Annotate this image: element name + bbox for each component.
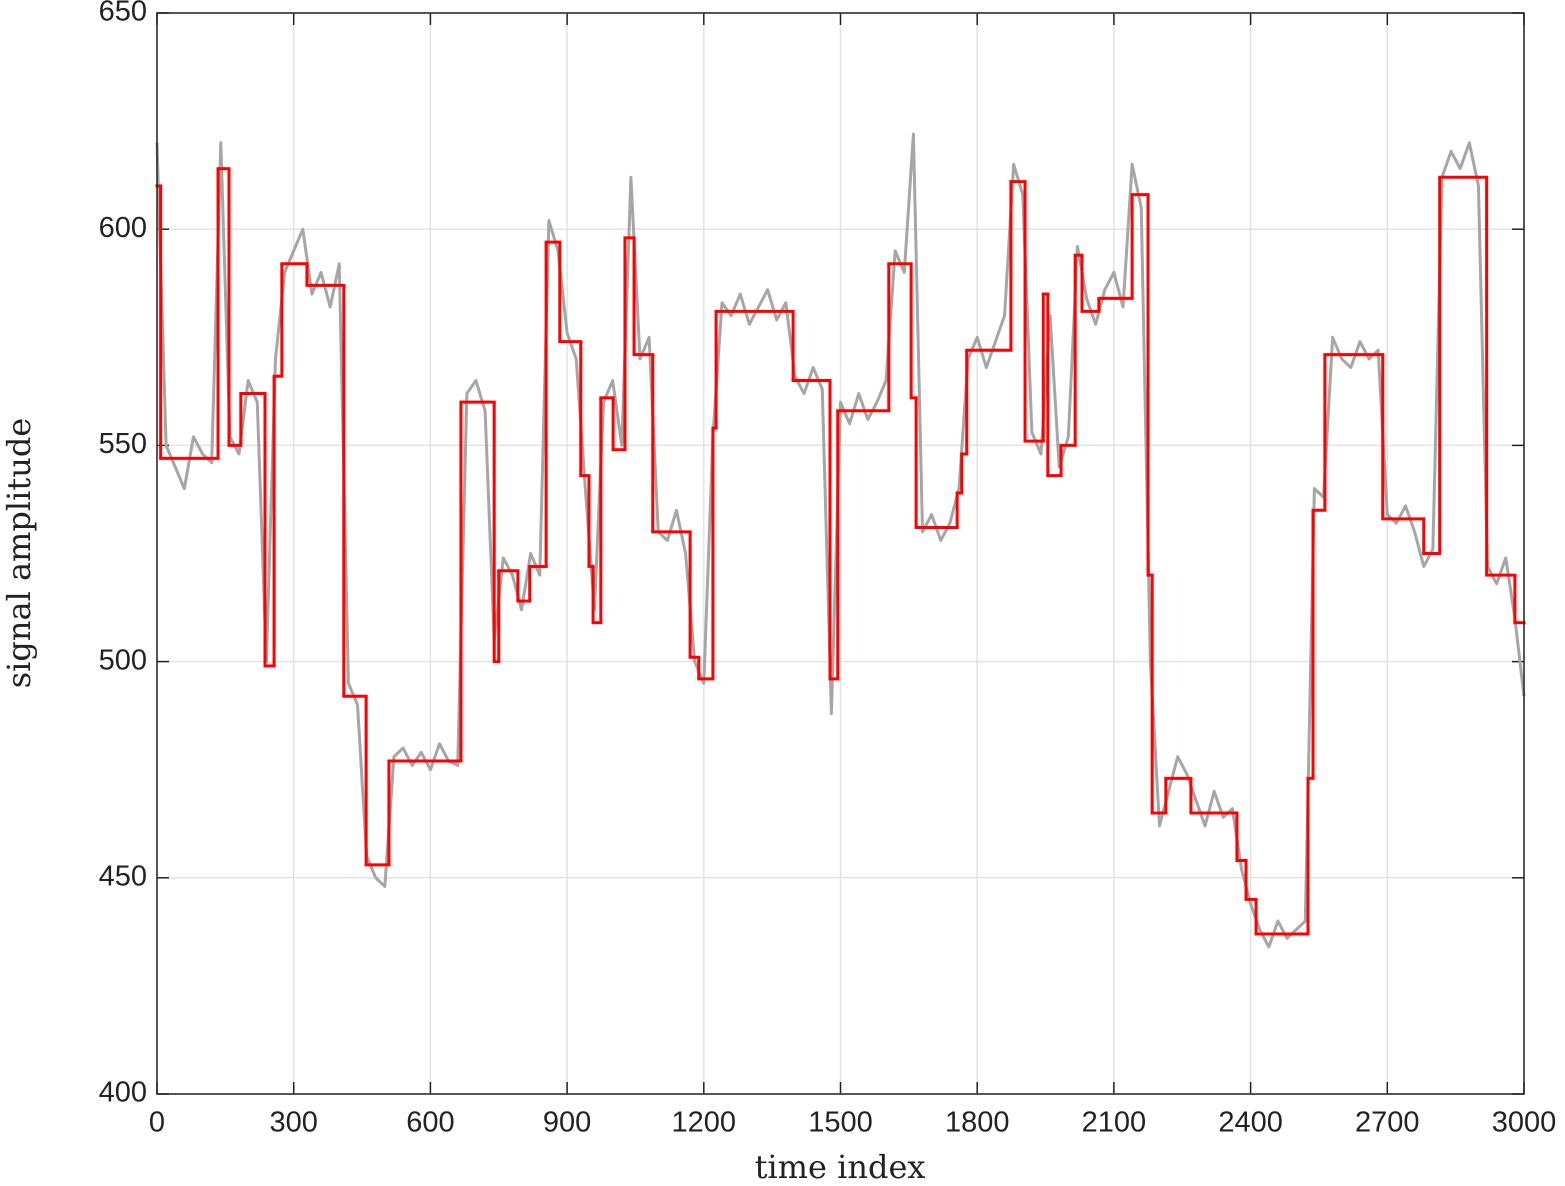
plot-frame <box>156 12 1525 1095</box>
x-tick-label: 300 <box>270 1107 318 1139</box>
x-tick-label: 2400 <box>1218 1107 1283 1139</box>
x-tick-label: 0 <box>149 1107 165 1139</box>
x-tick-label: 2100 <box>1082 1107 1147 1139</box>
y-tick-label: 600 <box>99 212 147 244</box>
x-tick-label: 600 <box>406 1107 454 1139</box>
y-tick-label: 550 <box>99 428 147 460</box>
y-tick-label: 500 <box>99 644 147 676</box>
y-tick-label: 450 <box>99 860 147 892</box>
y-tick-label: 400 <box>99 1077 147 1109</box>
x-tick-label: 900 <box>543 1107 591 1139</box>
x-tick-label: 3000 <box>1492 1107 1557 1139</box>
x-tick-label: 1200 <box>672 1107 737 1139</box>
x-tick-label: 1800 <box>945 1107 1010 1139</box>
x-tick-label: 1500 <box>808 1107 873 1139</box>
signal-line <box>155 132 1526 949</box>
y-tick-label: 650 <box>99 0 147 28</box>
y-axis-label: signal amplitude <box>0 418 38 689</box>
x-axis-label: time index <box>755 1148 926 1186</box>
x-tick-label: 2700 <box>1355 1107 1420 1139</box>
